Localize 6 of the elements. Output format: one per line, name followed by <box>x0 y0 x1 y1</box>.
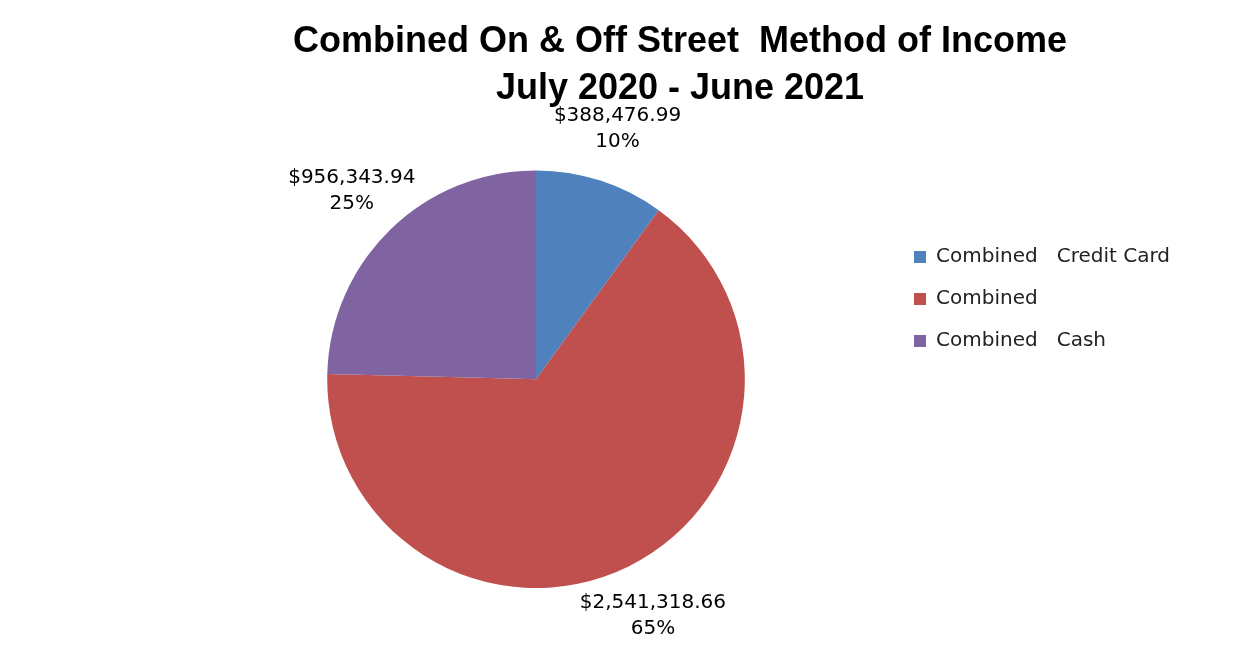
chart-title: Combined On & Off Street Method of Income <box>293 18 1067 60</box>
data-label: $2,541,318.66 65% <box>579 588 727 639</box>
legend-label: Combined Cash <box>936 327 1107 352</box>
legend-label: Combined <box>936 285 1038 310</box>
legend-label: Combined Credit Card <box>936 243 1171 268</box>
data-label: $956,343.94 25% <box>288 163 416 214</box>
